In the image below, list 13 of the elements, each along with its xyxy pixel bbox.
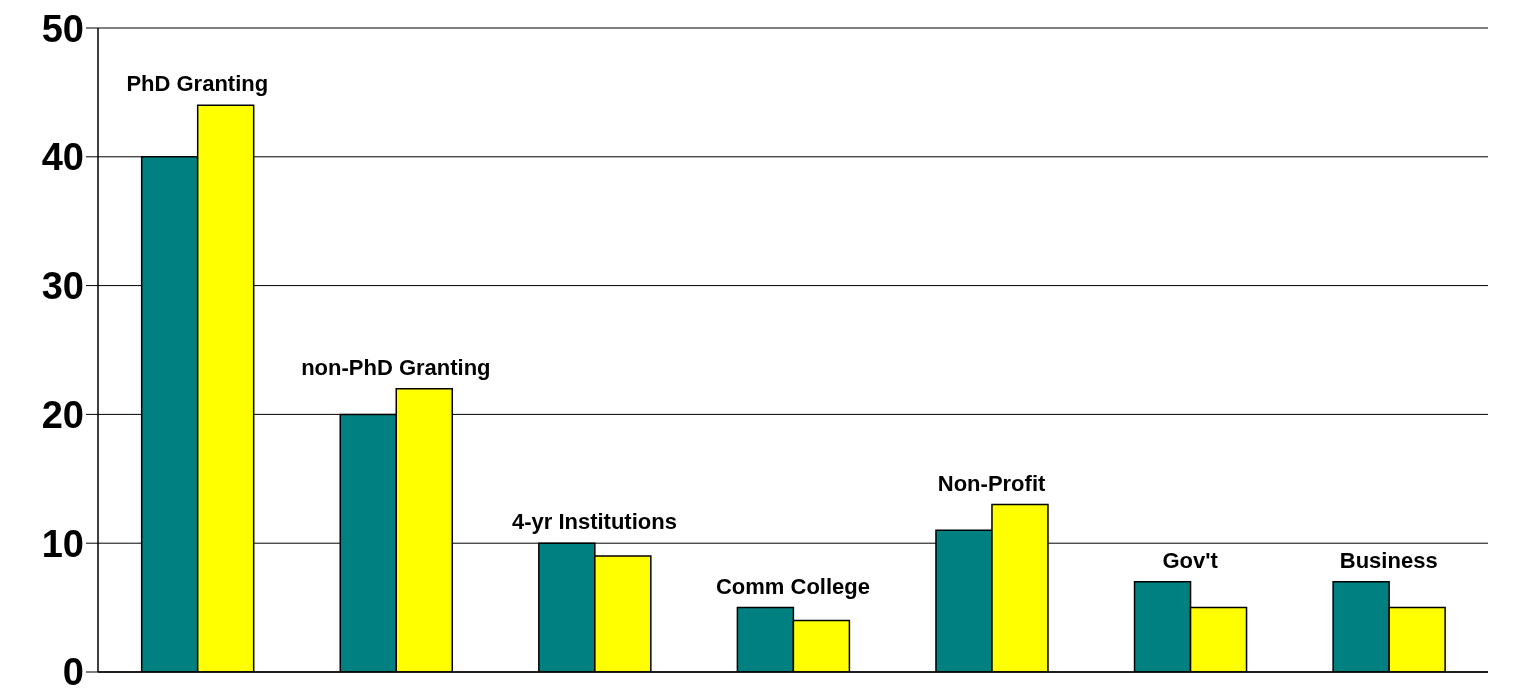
x-tick-label: non-PhD Granting (301, 354, 491, 380)
x-tick-label: Gov't (1162, 547, 1219, 573)
y-tick-label: 10 (41, 522, 84, 565)
y-tick-label: 20 (41, 393, 84, 436)
x-tick-label: Business (1339, 547, 1438, 573)
y-tick-label: 0 (62, 651, 84, 694)
y-tick-label: 50 (41, 7, 84, 50)
x-tick-label: 4-yr Institutions (511, 509, 677, 535)
x-tick-label: Non-Profit (937, 470, 1047, 496)
x-tick-label: PhD Granting (126, 71, 269, 97)
y-tick-label: 30 (41, 265, 84, 308)
x-tick-label: Comm College (715, 573, 871, 599)
y-tick-label: 40 (41, 136, 84, 179)
